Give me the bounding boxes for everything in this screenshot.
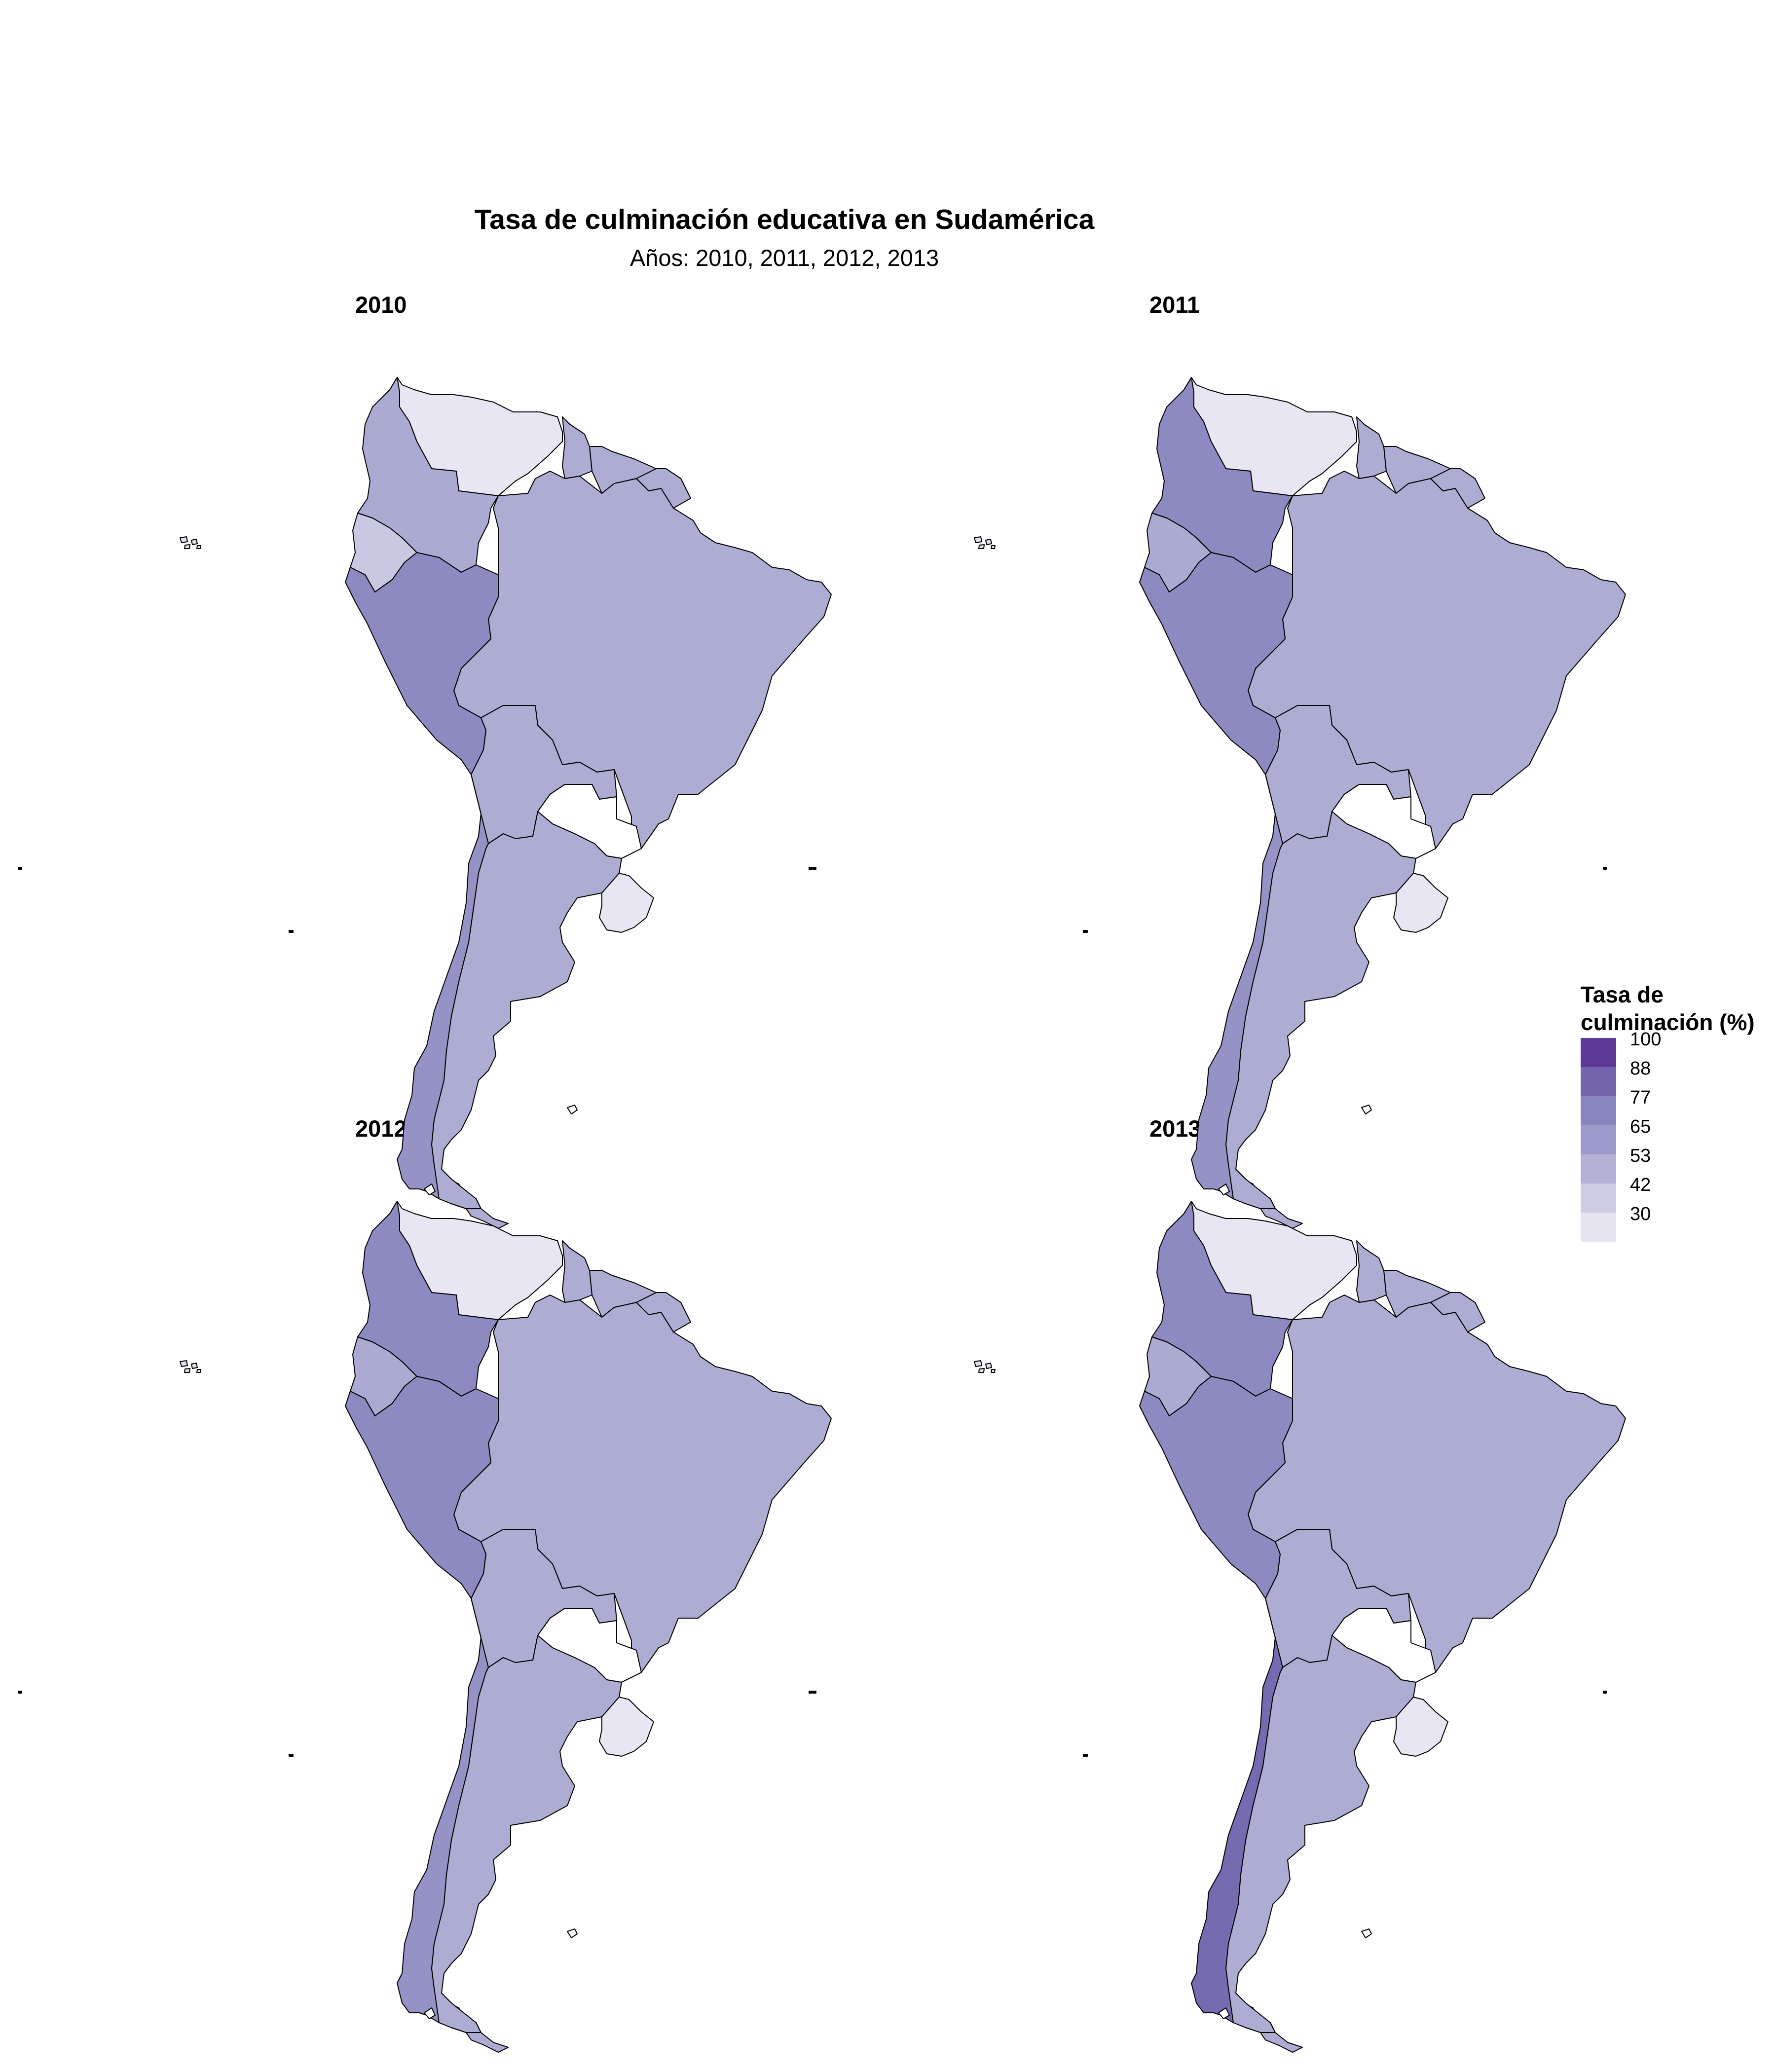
legend-label-88: 88 [1630,1058,1651,1079]
legend-label-30: 30 [1630,1204,1651,1224]
country-peru-2012 [345,1376,499,1599]
country-argentina-2011 [1260,1208,1303,1229]
island-2012 [809,1691,813,1694]
legend-swatch-65 [1581,1125,1616,1154]
island-2013 [813,1691,816,1694]
island-2013 [1603,1691,1607,1694]
island-2013 [1083,1754,1088,1757]
island-2010 [196,545,201,549]
island-2013 [1218,2007,1230,2019]
country-uruguay-2012 [599,1697,654,1757]
island-2010 [424,1184,436,1195]
island-2011 [974,536,982,543]
country-guyanas-2010 [562,416,592,479]
legend-swatch-42 [1581,1184,1616,1213]
island-2013 [1361,1928,1372,1938]
country-guyanas-2011 [1356,416,1387,479]
island-2013 [985,1363,992,1369]
island-2012 [424,2007,436,2019]
island-2011 [1083,930,1088,933]
legend-body: 100 88 77 65 53 42 30 [1581,1030,1776,1242]
map-panel-2010 [18,377,832,1229]
legend-label-42: 42 [1630,1175,1651,1195]
legend-swatch-53 [1581,1154,1616,1184]
map-subtitle: Años: 2010, 2011, 2012, 2013 [629,245,939,271]
legend-swatch-100 [1581,1038,1616,1067]
south-america-map-2012 [18,1201,832,2053]
island-2012 [180,1360,188,1367]
country-uruguay-2010 [599,873,654,933]
south-america-map-2011 [813,377,1626,1229]
island-2010 [289,930,294,933]
country-peru-2013 [1139,1376,1293,1599]
map-panel-2013 [813,1201,1626,2053]
island-2011 [1603,867,1607,870]
legend: Tasa de culminación (%) 100 88 77 65 53 … [1581,981,1776,1242]
island-2011 [991,545,996,549]
island-2010 [180,536,188,543]
country-guyanas-2011 [1430,468,1485,509]
country-uruguay-2011 [1393,873,1448,933]
island-2011 [1218,1184,1230,1195]
panel-title-2013: 2013 [1149,1115,1201,1142]
island-2010 [809,867,813,870]
legend-swatch-77 [1581,1096,1616,1125]
island-2012 [191,1363,198,1369]
island-2011 [978,544,985,549]
country-guyanas-2013 [1356,1240,1387,1303]
panel-title-2011: 2011 [1149,292,1200,318]
map-panel-2012 [18,1201,832,2053]
legend-label-53: 53 [1630,1146,1651,1166]
island-2011 [1361,1105,1372,1114]
island-2011 [813,867,816,870]
island-2012 [289,1754,294,1757]
island-2013 [991,1369,996,1373]
legend-label-77: 77 [1630,1087,1651,1108]
country-peru-2010 [345,552,499,775]
island-2011 [985,539,992,545]
south-america-map-2010 [18,377,832,1229]
country-argentina-2013 [1225,1635,1416,2033]
south-america-map-2013 [813,1201,1626,2053]
legend-title-line-2: culminación (%) [1581,1009,1755,1035]
country-argentina-2012 [466,2032,509,2053]
country-argentina-2010 [466,1208,509,1229]
island-2010 [184,544,190,549]
island-2012 [184,1368,190,1373]
country-guyanas-2012 [562,1240,592,1303]
country-uruguay-2013 [1393,1697,1448,1757]
legend-label-65: 65 [1630,1116,1651,1137]
country-guyanas-2013 [1430,1292,1485,1332]
country-guyanas-2012 [636,1292,691,1332]
island-2010 [191,539,198,545]
island-2010 [567,1105,578,1114]
panel-title-2010: 2010 [355,292,407,318]
legend-title-line-1: Tasa de [1581,982,1664,1007]
country-guyanas-2010 [636,468,691,509]
island-2010 [18,867,22,870]
island-2013 [974,1360,982,1367]
legend-swatch-88 [1581,1067,1616,1096]
country-peru-2011 [1139,552,1293,775]
map-title: Tasa de culminación educativa en Sudamér… [474,204,1095,235]
country-argentina-2011 [1225,811,1416,1209]
island-2012 [196,1369,201,1373]
panel-title-2012: 2012 [355,1115,407,1142]
country-argentina-2013 [1260,2032,1303,2053]
island-2012 [567,1928,578,1938]
legend-title: Tasa de culminación (%) [1581,981,1776,1036]
legend-label-100: 100 [1630,1029,1662,1050]
map-panel-2011 [813,377,1626,1229]
country-argentina-2010 [431,811,622,1209]
country-argentina-2012 [431,1635,622,2033]
legend-color-bar [1581,1038,1616,1242]
legend-swatch-30 [1581,1213,1616,1242]
island-2013 [978,1368,985,1373]
island-2012 [18,1691,22,1694]
